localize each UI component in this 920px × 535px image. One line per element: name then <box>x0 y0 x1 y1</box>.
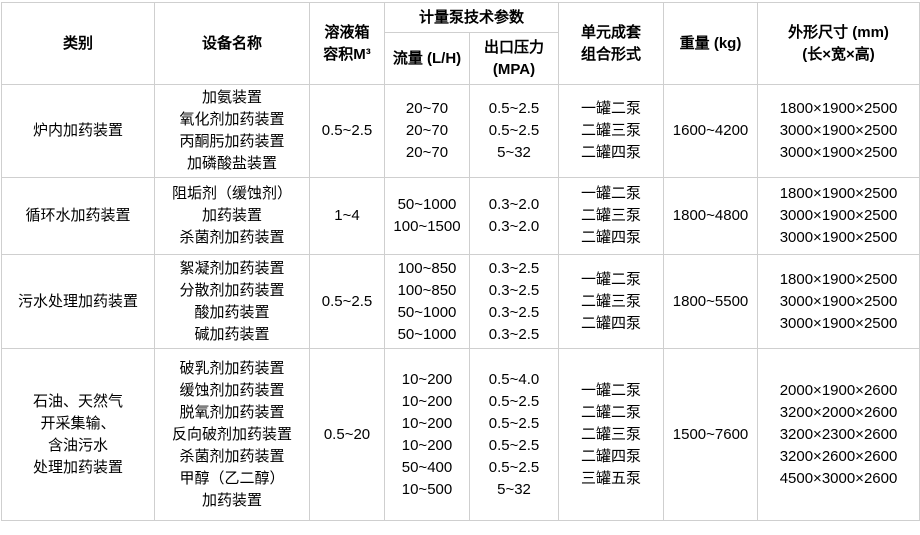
cell-dimensions: 1800×1900×2500 3000×1900×2500 3000×1900×… <box>757 254 920 349</box>
cell-flow-rate: 20~70 20~70 20~70 <box>384 84 470 178</box>
header-category: 类别 <box>1 2 155 85</box>
cell-outlet-pressure: 0.3~2.0 0.3~2.0 <box>468 177 560 255</box>
cell-dimensions: 1800×1900×2500 3000×1900×2500 3000×1900×… <box>757 177 920 255</box>
table-row: 炉内加药装置 加氨装置 氧化剂加药装置 丙酮肟加药装置 加磷酸盐装置 0.5~2… <box>1 84 920 178</box>
cell-outlet-pressure: 0.5~4.0 0.5~2.5 0.5~2.5 0.5~2.5 0.5~2.5 … <box>468 348 560 521</box>
cell-category: 炉内加药装置 <box>1 84 155 178</box>
table-row: 石油、天然气 开采集输、 含油污水 处理加药装置 破乳剂加药装置 缓蚀剂加药装置… <box>1 348 920 521</box>
cell-category: 石油、天然气 开采集输、 含油污水 处理加药装置 <box>1 348 155 521</box>
cell-tank-volume: 0.5~2.5 <box>309 84 385 178</box>
cell-tank-volume: 0.5~20 <box>309 348 385 521</box>
cell-outlet-pressure: 0.3~2.5 0.3~2.5 0.3~2.5 0.3~2.5 <box>468 254 560 349</box>
cell-unit-combination: 一罐二泵 二罐三泵 二罐四泵 <box>558 177 665 255</box>
header-outlet-pressure: 出口压力 (MPA) <box>468 32 560 85</box>
cell-weight: 1800~4800 <box>663 177 759 255</box>
cell-category: 污水处理加药装置 <box>1 254 155 349</box>
header-dimensions: 外形尺寸 (mm) (长×宽×高) <box>757 2 920 85</box>
cell-unit-combination: 一罐二泵 二罐三泵 二罐四泵 <box>558 84 665 178</box>
cell-weight: 1600~4200 <box>663 84 759 178</box>
dosing-device-spec-table: 类别 设备名称 溶液箱 容积M³ 计量泵技术参数 单元成套 组合形式 重量 (k… <box>1 2 920 521</box>
cell-flow-rate: 10~200 10~200 10~200 10~200 50~400 10~50… <box>384 348 470 521</box>
table-row: 循环水加药装置 阻垢剂（缓蚀剂） 加药装置 杀菌剂加药装置 1~4 50~100… <box>1 177 920 255</box>
cell-unit-combination: 一罐二泵 二罐二泵 二罐三泵 二罐四泵 三罐五泵 <box>558 348 665 521</box>
header-equipment-name: 设备名称 <box>154 2 310 85</box>
cell-equipment-name: 阻垢剂（缓蚀剂） 加药装置 杀菌剂加药装置 <box>154 177 310 255</box>
header-flow-rate: 流量 (L/H) <box>384 32 470 85</box>
cell-equipment-name: 破乳剂加药装置 缓蚀剂加药装置 脱氧剂加药装置 反向破剂加药装置 杀菌剂加药装置… <box>154 348 310 521</box>
header-weight: 重量 (kg) <box>663 2 759 85</box>
cell-weight: 1500~7600 <box>663 348 759 521</box>
cell-flow-rate: 100~850 100~850 50~1000 50~1000 <box>384 254 470 349</box>
table-header: 类别 设备名称 溶液箱 容积M³ 计量泵技术参数 单元成套 组合形式 重量 (k… <box>1 2 920 85</box>
header-row-sub: 流量 (L/H) 出口压力 (MPA) <box>2 32 920 85</box>
cell-unit-combination: 一罐二泵 二罐三泵 二罐四泵 <box>558 254 665 349</box>
cell-outlet-pressure: 0.5~2.5 0.5~2.5 5~32 <box>468 84 560 178</box>
cell-tank-volume: 1~4 <box>309 177 385 255</box>
table-row: 污水处理加药装置 絮凝剂加药装置 分散剂加药装置 酸加药装置 碱加药装置 0.5… <box>1 254 920 349</box>
header-pump-parameters: 计量泵技术参数 <box>383 2 560 33</box>
cell-dimensions: 2000×1900×2600 3200×2000×2600 3200×2300×… <box>757 348 920 521</box>
header-unit-combination: 单元成套 组合形式 <box>558 2 665 85</box>
cell-dimensions: 1800×1900×2500 3000×1900×2500 3000×1900×… <box>757 84 920 178</box>
cell-equipment-name: 加氨装置 氧化剂加药装置 丙酮肟加药装置 加磷酸盐装置 <box>154 84 310 178</box>
cell-equipment-name: 絮凝剂加药装置 分散剂加药装置 酸加药装置 碱加药装置 <box>154 254 310 349</box>
cell-weight: 1800~5500 <box>663 254 759 349</box>
table-body: 炉内加药装置 加氨装置 氧化剂加药装置 丙酮肟加药装置 加磷酸盐装置 0.5~2… <box>1 84 920 521</box>
header-tank-volume: 溶液箱 容积M³ <box>309 2 385 85</box>
cell-category: 循环水加药装置 <box>1 177 155 255</box>
cell-flow-rate: 50~1000 100~1500 <box>384 177 470 255</box>
cell-tank-volume: 0.5~2.5 <box>309 254 385 349</box>
header-row-top: 类别 设备名称 溶液箱 容积M³ 计量泵技术参数 单元成套 组合形式 重量 (k… <box>1 2 920 85</box>
